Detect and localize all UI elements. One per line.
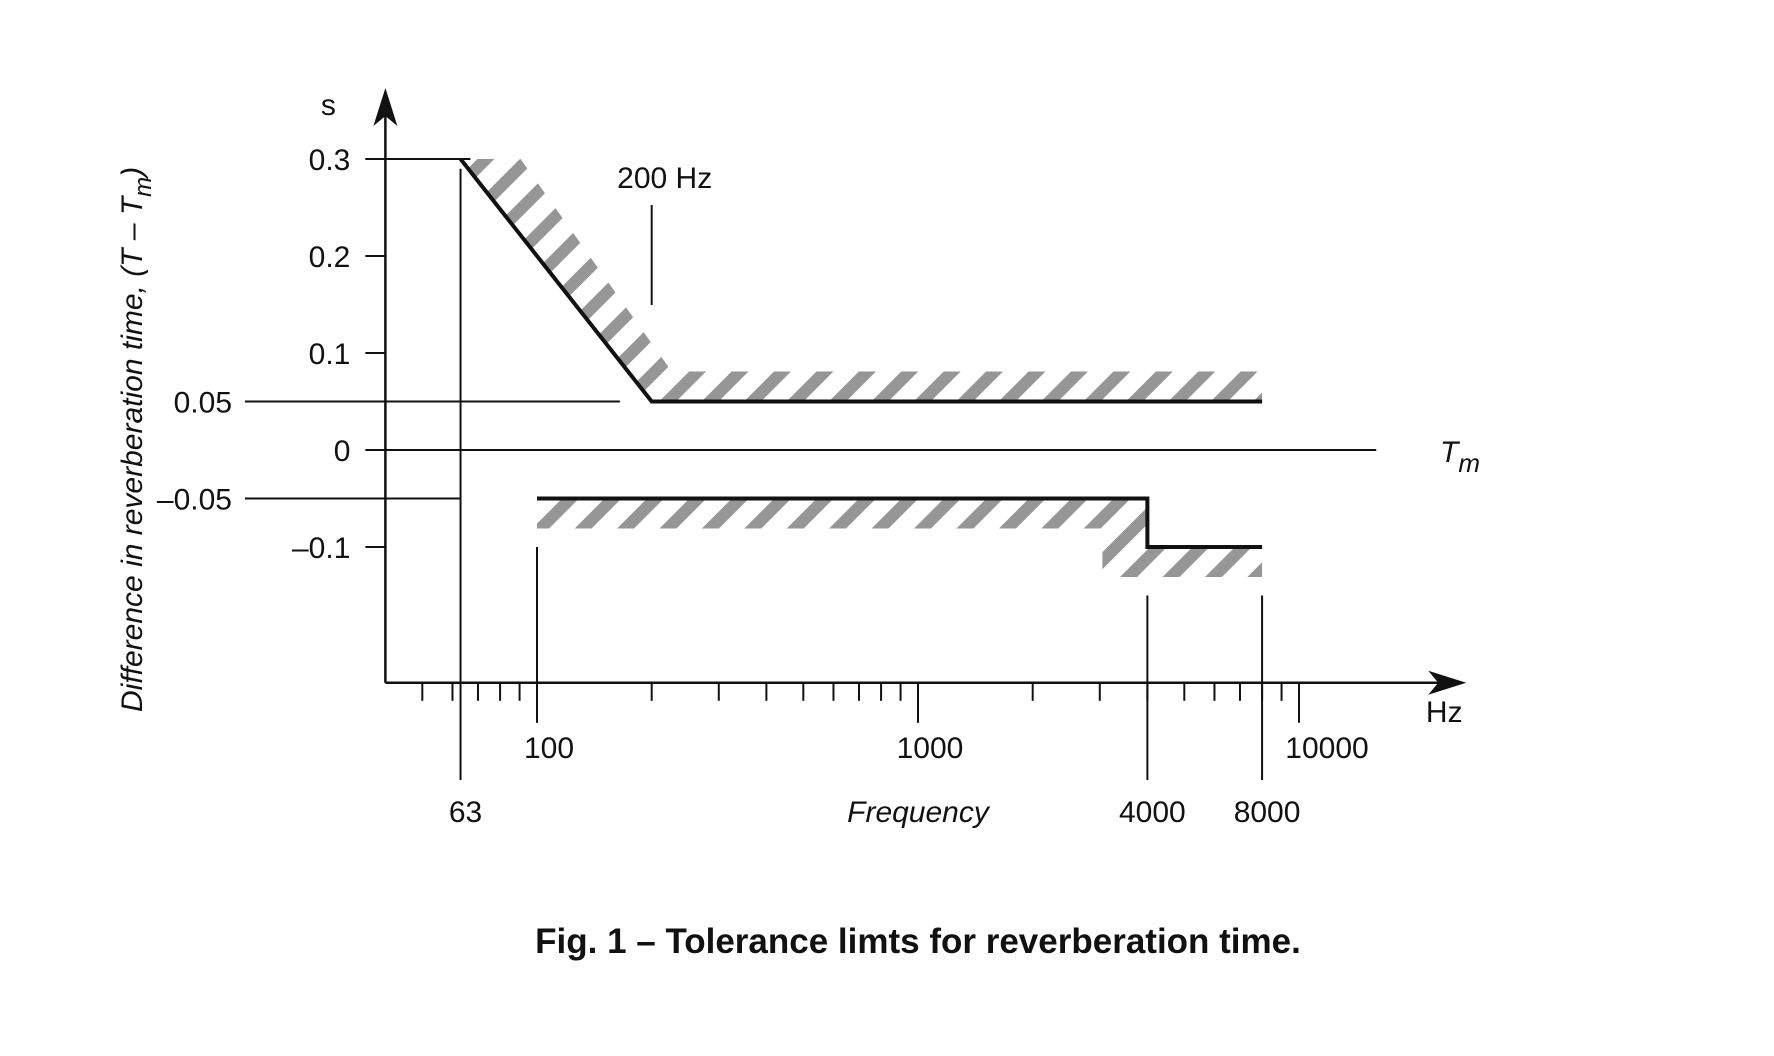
y-axis-title-close: ): [116, 167, 149, 180]
y-tick-label: –0.1: [292, 532, 350, 565]
x-marker-label: 4000: [1119, 796, 1186, 829]
x-tick-label: 10000: [1285, 732, 1368, 765]
x-marker-label: 8000: [1234, 796, 1301, 829]
x-axis-arrow: [1428, 670, 1467, 695]
y-tick-label: 0: [334, 435, 351, 468]
x-axis-title: Frequency: [847, 796, 991, 829]
x-unit-label: Hz: [1426, 696, 1463, 729]
chart-caption: Fig. 1 – Tolerance limts for reverberati…: [535, 922, 1301, 961]
upper-limit-line: [458, 157, 1263, 404]
y-axis-title-subscript: m: [130, 177, 157, 197]
y-tick-label: –0.05: [157, 484, 232, 517]
lower-tolerance-hatch: [537, 498, 1263, 577]
x-tick-label: 100: [524, 732, 574, 765]
annotation-200hz: 200 Hz: [617, 162, 712, 195]
y-axis-title-main: Difference in reverberation time, (T – T: [116, 194, 149, 712]
tm-label-main: T: [1440, 436, 1461, 469]
y-tick-label: 0.1: [309, 338, 351, 371]
upper-tolerance-hatch: [460, 159, 1263, 402]
y-axis-arrow: [373, 88, 398, 126]
tm-label: Tm: [1440, 436, 1480, 478]
y-tick-label: 0.2: [309, 241, 351, 274]
x-marker-label: 63: [449, 796, 482, 829]
y-tick-label: 0.3: [309, 144, 351, 177]
lower-limit-line: [537, 496, 1263, 549]
x-tick-label: 1000: [897, 732, 964, 765]
y-unit-label: s: [321, 89, 336, 122]
y-tick-label: 0.05: [174, 387, 232, 420]
tm-label-subscript: m: [1458, 448, 1480, 478]
y-axis-title: Difference in reverberation time, (T – T…: [116, 167, 157, 712]
